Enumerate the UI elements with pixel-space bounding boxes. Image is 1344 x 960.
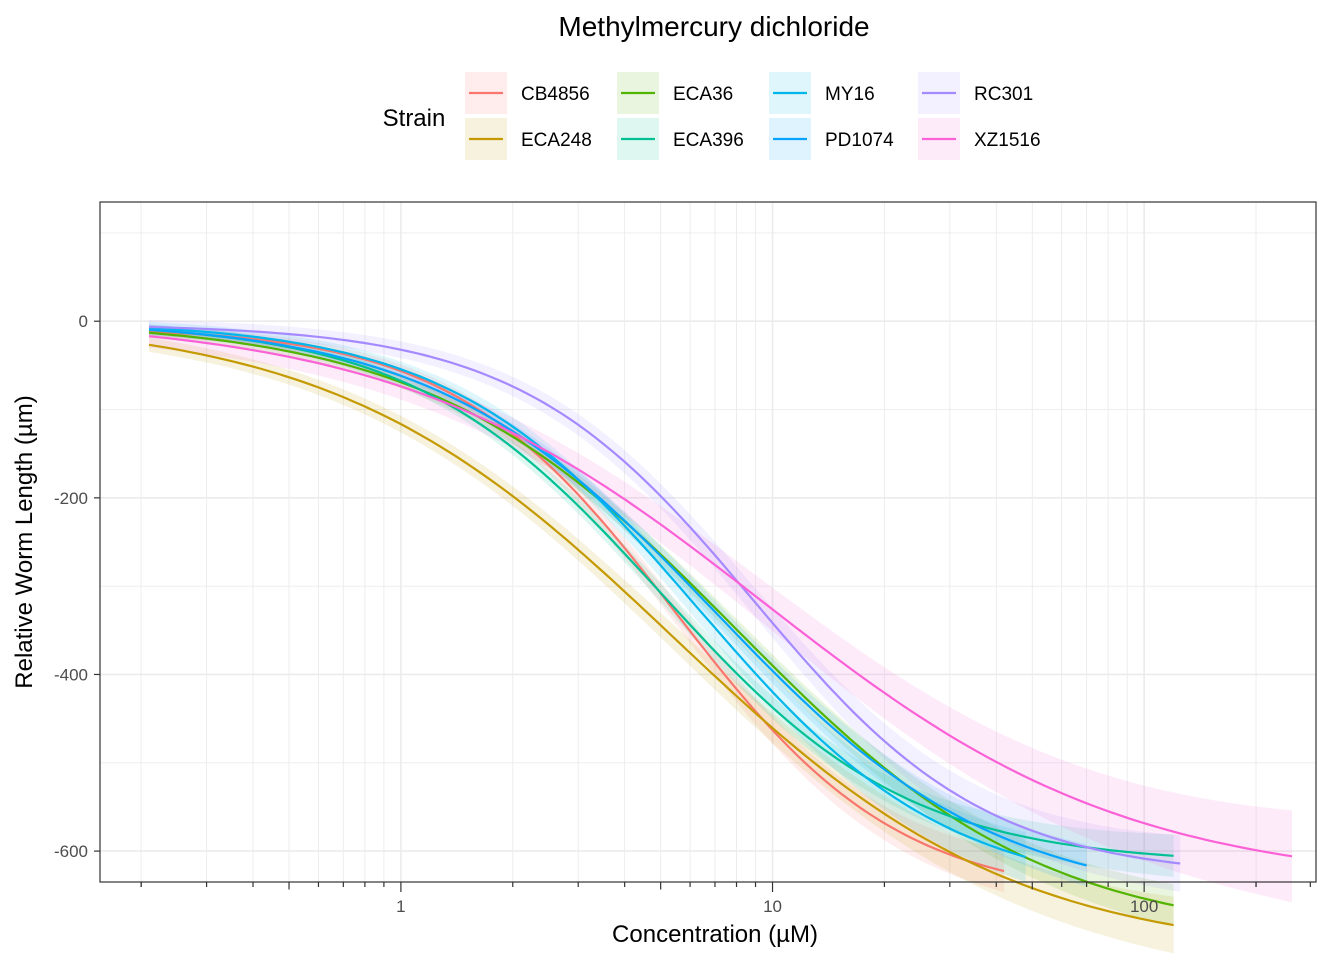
x-axis: 1 10 100: [140, 882, 1311, 916]
y-tick-label: 0: [79, 312, 88, 331]
legend-label: PD1074: [825, 130, 894, 151]
legend: Strain CB4856 ECA248 ECA36 ECA396 MY16 PD1074…: [383, 72, 1041, 160]
legend-item-MY16: MY16: [769, 72, 875, 114]
ribbon-ECA396: [149, 324, 1174, 877]
legend-item-RC301: RC301: [918, 72, 1033, 114]
ribbon-MY16: [149, 321, 1026, 882]
minor-gridlines: [100, 202, 1316, 882]
x-tick-label: 10: [763, 897, 782, 916]
legend-item-XZ1516: XZ1516: [918, 118, 1041, 160]
ribbon-XZ1516: [149, 324, 1292, 903]
legend-label: ECA248: [521, 130, 592, 151]
curve-ECA396: [148, 328, 1174, 857]
legend-label: XZ1516: [974, 130, 1041, 151]
major-gridlines: [100, 202, 1316, 882]
ribbon-RC301: [149, 319, 1181, 892]
y-axis-title: Relative Worm Length (µm): [11, 395, 38, 688]
curve-ECA248: [148, 343, 1174, 927]
y-tick-label: -400: [54, 665, 88, 684]
legend-label: RC301: [974, 84, 1033, 105]
ribbon-ECA36: [149, 327, 1174, 927]
legend-title: Strain: [383, 105, 446, 132]
x-tick-label: 1: [396, 897, 405, 916]
legend-item-PD1074: PD1074: [769, 118, 894, 160]
ribbon-PD1074: [149, 324, 1087, 887]
plot-panel: [99, 201, 1317, 954]
panel-border: [99, 201, 1317, 883]
legend-item-CB4856: CB4856: [465, 72, 590, 114]
legend-item-ECA248: ECA248: [465, 118, 592, 160]
ribbon-ECA248: [149, 337, 1174, 954]
legend-label: CB4856: [521, 84, 590, 105]
x-tick-label: 100: [1130, 897, 1158, 916]
curve-RC301: [148, 325, 1181, 865]
legend-item-ECA396: ECA396: [617, 118, 744, 160]
curve-XZ1516: [148, 335, 1293, 858]
fitted-curves: [148, 325, 1293, 927]
confidence-ribbons: [149, 319, 1292, 954]
y-tick-label: -600: [54, 842, 88, 861]
panel-background: [100, 202, 1316, 882]
legend-label: ECA396: [673, 130, 744, 151]
curve-CB4856: [148, 330, 1005, 873]
curve-PD1074: [148, 328, 1087, 867]
y-tick-label: -200: [54, 489, 88, 508]
legend-item-ECA36: ECA36: [617, 72, 733, 114]
legend-label: ECA36: [673, 84, 733, 105]
chart-title: Methylmercury dichloride: [558, 11, 869, 42]
legend-label: MY16: [825, 84, 875, 105]
y-axis: 0 -200 -400 -600: [54, 312, 100, 861]
ribbon-CB4856: [149, 326, 1005, 893]
x-axis-title: Concentration (µM): [612, 921, 818, 948]
